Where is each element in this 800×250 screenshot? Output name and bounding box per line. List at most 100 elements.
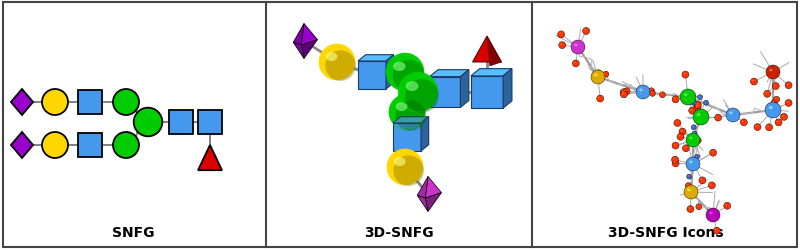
Circle shape: [113, 132, 139, 158]
Circle shape: [708, 182, 715, 189]
Circle shape: [710, 150, 717, 156]
Ellipse shape: [686, 184, 688, 186]
Polygon shape: [386, 56, 394, 90]
Ellipse shape: [770, 71, 771, 72]
Polygon shape: [358, 56, 394, 62]
Circle shape: [695, 138, 701, 144]
Polygon shape: [426, 177, 442, 198]
Polygon shape: [198, 146, 222, 171]
Circle shape: [682, 72, 689, 79]
Ellipse shape: [674, 98, 675, 100]
Circle shape: [684, 98, 690, 104]
Circle shape: [398, 73, 438, 112]
Circle shape: [781, 114, 787, 121]
Circle shape: [319, 45, 355, 81]
Ellipse shape: [651, 92, 652, 94]
Ellipse shape: [689, 208, 690, 209]
Circle shape: [672, 142, 679, 150]
Circle shape: [772, 83, 779, 90]
Circle shape: [785, 100, 792, 107]
Circle shape: [389, 94, 425, 130]
Circle shape: [682, 98, 689, 104]
Ellipse shape: [705, 102, 706, 103]
Ellipse shape: [767, 126, 769, 128]
Ellipse shape: [584, 30, 586, 32]
Polygon shape: [418, 196, 428, 212]
Circle shape: [42, 132, 68, 158]
Ellipse shape: [640, 94, 642, 95]
Ellipse shape: [755, 126, 758, 127]
Circle shape: [785, 82, 792, 89]
Ellipse shape: [689, 161, 693, 164]
Circle shape: [724, 202, 730, 209]
Circle shape: [703, 101, 709, 106]
Circle shape: [394, 156, 424, 186]
Circle shape: [684, 185, 698, 199]
Ellipse shape: [622, 93, 624, 94]
Circle shape: [686, 134, 700, 147]
Circle shape: [395, 101, 426, 131]
Circle shape: [691, 125, 696, 130]
Ellipse shape: [773, 102, 774, 103]
Ellipse shape: [690, 98, 691, 99]
Polygon shape: [473, 37, 502, 63]
Circle shape: [770, 106, 774, 111]
Polygon shape: [302, 40, 318, 59]
Circle shape: [686, 157, 700, 171]
Ellipse shape: [406, 82, 418, 92]
Circle shape: [674, 120, 681, 127]
Ellipse shape: [716, 116, 718, 118]
Text: SNFG: SNFG: [111, 226, 154, 239]
Ellipse shape: [661, 94, 662, 95]
Ellipse shape: [650, 90, 651, 91]
Circle shape: [696, 204, 702, 210]
Circle shape: [698, 95, 702, 100]
Bar: [78, 91, 102, 114]
Ellipse shape: [625, 90, 626, 92]
Circle shape: [694, 102, 702, 109]
Bar: [169, 110, 193, 134]
Circle shape: [691, 101, 696, 106]
Ellipse shape: [689, 137, 693, 140]
Ellipse shape: [687, 189, 690, 192]
Circle shape: [687, 206, 694, 213]
Ellipse shape: [752, 80, 754, 82]
Circle shape: [769, 69, 774, 75]
Ellipse shape: [696, 115, 698, 116]
Ellipse shape: [775, 98, 777, 100]
Bar: [78, 134, 102, 157]
Circle shape: [706, 208, 720, 222]
Text: 3D-SNFG: 3D-SNFG: [364, 226, 434, 239]
Circle shape: [692, 132, 697, 136]
Ellipse shape: [726, 204, 727, 206]
Circle shape: [726, 108, 740, 122]
Circle shape: [714, 115, 722, 122]
Polygon shape: [293, 43, 304, 59]
Circle shape: [649, 88, 654, 94]
Circle shape: [405, 80, 438, 113]
Circle shape: [677, 134, 684, 141]
Circle shape: [659, 92, 666, 98]
Ellipse shape: [559, 34, 561, 35]
Circle shape: [620, 89, 627, 96]
Circle shape: [740, 119, 747, 126]
Text: 3D-SNFG Icons: 3D-SNFG Icons: [608, 226, 723, 239]
Ellipse shape: [684, 99, 686, 100]
Circle shape: [113, 90, 139, 116]
Circle shape: [688, 162, 694, 168]
Circle shape: [42, 90, 68, 116]
Circle shape: [393, 60, 425, 92]
Polygon shape: [421, 117, 429, 152]
Ellipse shape: [684, 147, 686, 148]
Ellipse shape: [696, 104, 698, 105]
Ellipse shape: [639, 89, 642, 92]
Ellipse shape: [698, 96, 700, 98]
Circle shape: [686, 174, 692, 179]
Circle shape: [603, 72, 609, 78]
Circle shape: [672, 96, 679, 103]
Polygon shape: [393, 117, 429, 124]
Circle shape: [672, 160, 679, 167]
Polygon shape: [11, 132, 33, 158]
Ellipse shape: [692, 126, 694, 128]
Ellipse shape: [597, 72, 598, 73]
